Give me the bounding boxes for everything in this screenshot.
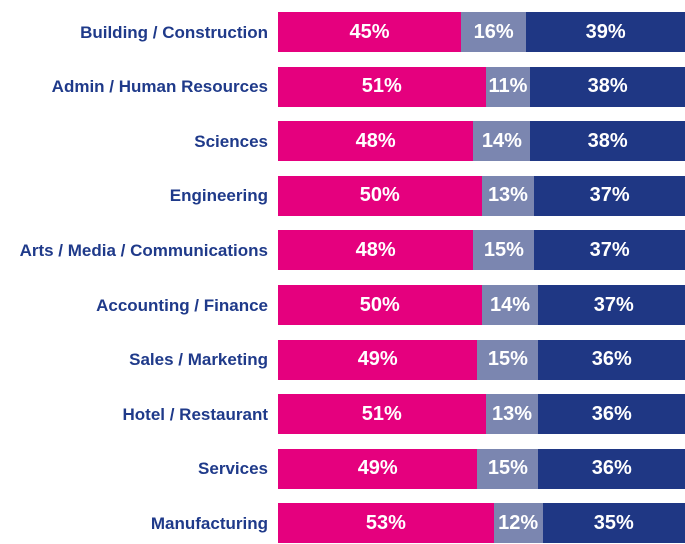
bar-segment: 48%: [278, 230, 474, 271]
bar-segment: 50%: [278, 285, 482, 325]
data-label: 36%: [591, 348, 632, 371]
data-label: 15%: [487, 457, 528, 480]
data-label: 37%: [589, 184, 630, 207]
bar-row: Hotel / Restaurant 51% 13% 36%: [0, 394, 685, 435]
data-label: 45%: [349, 20, 390, 43]
data-label: 16%: [473, 20, 514, 43]
bar-segment: 38%: [530, 121, 685, 162]
category-label: Services: [198, 459, 268, 479]
bar-segment: 36%: [538, 339, 685, 380]
bar-segment: 48%: [278, 121, 474, 162]
data-label: 49%: [357, 348, 398, 371]
bar-segment: 14%: [473, 121, 531, 162]
bar: 50% 13% 37%: [278, 175, 685, 216]
data-label: 36%: [591, 457, 632, 480]
category-label: Arts / Media / Communications: [19, 240, 268, 260]
bar-segment: 51%: [278, 66, 486, 107]
bar: 49% 15% 36%: [278, 448, 685, 489]
bar-segment: 53%: [278, 503, 494, 544]
category-label: Sales / Marketing: [129, 350, 268, 370]
data-label: 35%: [593, 511, 634, 534]
bar-segment: 36%: [538, 394, 685, 435]
data-label: 15%: [483, 238, 524, 261]
bar-segment: 37%: [534, 230, 685, 271]
bar-row: Sciences 48% 14% 38%: [0, 121, 685, 162]
data-label: 14%: [489, 293, 530, 316]
bar: 49% 15% 36%: [278, 339, 685, 380]
bar: 51% 11% 38%: [278, 66, 685, 107]
category-label: Manufacturing: [150, 513, 268, 533]
bar-row: Building / Construction 45% 16% 39%: [0, 12, 685, 52]
bar-segment: 13%: [481, 175, 535, 216]
bar-segment: 11%: [485, 66, 531, 107]
bar: 51% 13% 36%: [278, 394, 685, 435]
bar-segment: 39%: [526, 12, 685, 52]
bar-segment: 13%: [485, 394, 539, 435]
data-label: 38%: [587, 129, 628, 152]
category-label: Building / Construction: [80, 22, 268, 42]
category-label: Engineering: [169, 186, 268, 206]
data-label: 51%: [361, 75, 402, 98]
data-label: 48%: [355, 238, 396, 261]
data-label: 38%: [587, 75, 628, 98]
category-label: Sciences: [194, 131, 268, 151]
data-label: 12%: [498, 511, 539, 534]
data-label: 13%: [492, 402, 533, 425]
bar-segment: 49%: [278, 339, 478, 380]
bar-row: Manufacturing 53% 12% 35%: [0, 503, 685, 544]
bar-segment: 51%: [278, 394, 486, 435]
category-label: Accounting / Finance: [96, 295, 268, 315]
bar-segment: 16%: [461, 12, 527, 52]
data-label: 37%: [589, 238, 630, 261]
data-label: 36%: [591, 402, 632, 425]
bar-row: Engineering 50% 13% 37%: [0, 175, 685, 216]
data-label: 53%: [365, 511, 406, 534]
data-label: 37%: [593, 293, 634, 316]
data-label: 51%: [361, 402, 402, 425]
data-label: 15%: [487, 348, 528, 371]
bar-row: Admin / Human Resources 51% 11% 38%: [0, 66, 685, 107]
bar-segment: 15%: [477, 448, 539, 489]
bar-segment: 45%: [278, 12, 462, 52]
bar-segment: 12%: [493, 503, 543, 544]
bar: 53% 12% 35%: [278, 503, 685, 544]
data-label: 13%: [487, 184, 528, 207]
data-label: 14%: [481, 129, 522, 152]
data-label: 48%: [355, 129, 396, 152]
bar-segment: 14%: [481, 285, 539, 325]
bar-segment: 50%: [278, 175, 482, 216]
bar-row: Sales / Marketing 49% 15% 36%: [0, 339, 685, 380]
bar-segment: 35%: [542, 503, 685, 544]
bar: 48% 15% 37%: [278, 230, 685, 271]
data-label: 39%: [585, 20, 626, 43]
bar-segment: 38%: [530, 66, 685, 107]
category-label: Hotel / Restaurant: [122, 404, 268, 424]
bar-row: Accounting / Finance 50% 14% 37%: [0, 285, 685, 325]
bar-segment: 37%: [538, 285, 685, 325]
data-label: 11%: [488, 75, 528, 98]
data-label: 49%: [357, 457, 398, 480]
bar-segment: 15%: [477, 339, 539, 380]
bar: 45% 16% 39%: [278, 12, 685, 52]
bar-segment: 36%: [538, 448, 685, 489]
bar-segment: 49%: [278, 448, 478, 489]
bar-row: Services 49% 15% 36%: [0, 448, 685, 489]
bar: 48% 14% 38%: [278, 121, 685, 162]
bar: 50% 14% 37%: [278, 285, 685, 325]
bar-row: Arts / Media / Communications 48% 15% 37%: [0, 230, 685, 271]
data-label: 50%: [359, 293, 400, 316]
bar-segment: 37%: [534, 175, 685, 216]
category-label: Admin / Human Resources: [51, 77, 268, 97]
bar-segment: 15%: [473, 230, 535, 271]
data-label: 50%: [359, 184, 400, 207]
